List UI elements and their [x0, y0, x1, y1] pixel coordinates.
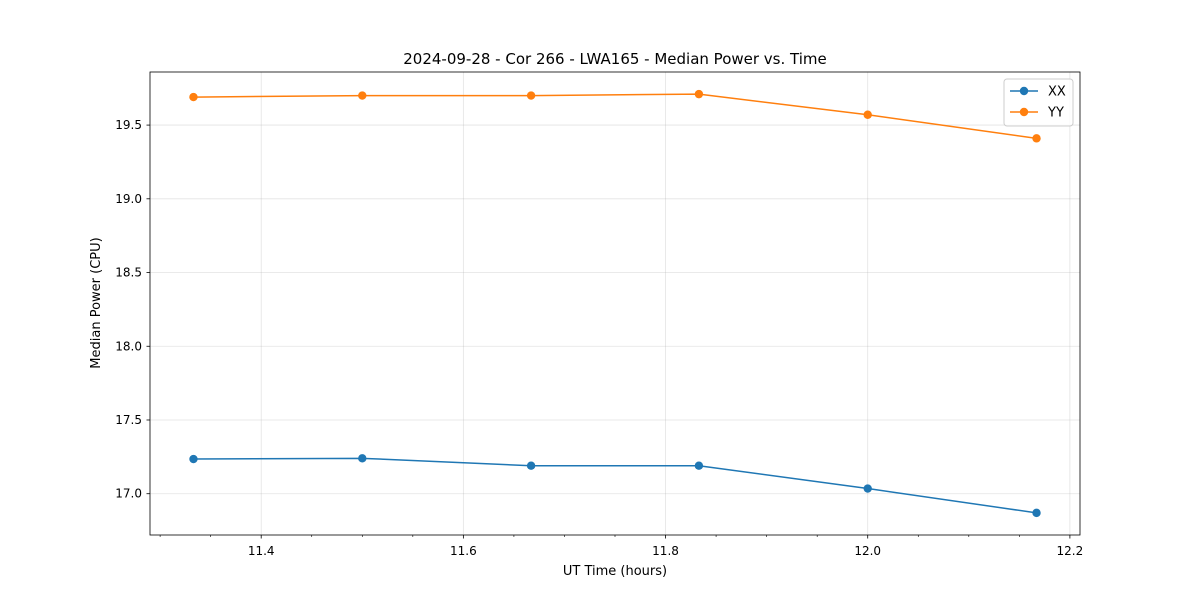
data-point-yy: [863, 110, 872, 119]
grid-lines: [150, 72, 1080, 535]
x-tick-label: 11.4: [248, 544, 275, 558]
data-point-yy: [358, 91, 367, 100]
y-tick-label: 19.5: [115, 118, 142, 132]
x-tick-label: 12.2: [1057, 544, 1084, 558]
data-point-yy: [189, 92, 198, 102]
legend: XX YY: [1003, 78, 1074, 127]
chart-title: 2024-09-28 - Cor 266 - LWA165 - Median P…: [403, 50, 827, 68]
legend-marker-yy: [1019, 107, 1029, 117]
legend-label-yy: YY: [1047, 106, 1064, 121]
y-tick-label: 19.0: [115, 192, 142, 206]
legend-label-xx: XX: [1048, 85, 1066, 100]
series-line-yy: [193, 93, 1037, 140]
series-line-xx: [193, 457, 1037, 514]
data-point-yy: [694, 89, 704, 99]
data-point-yy: [1032, 134, 1041, 143]
data-point-xx: [694, 461, 704, 470]
data-point-xx: [189, 454, 198, 464]
axis-ticks: 11.4 11.6 11.8 12.0 12.2 17.0 17.5 18.0 18.5 19.0…: [115, 118, 1083, 558]
data-point-xx: [358, 454, 367, 463]
y-axis-label: Median Power (CPU): [89, 237, 104, 368]
data-point-xx: [1032, 508, 1041, 518]
data-point-xx: [526, 461, 536, 470]
data-point-yy: [526, 91, 536, 100]
y-tick-label: 17.0: [115, 487, 142, 501]
x-tick-label: 12.0: [854, 544, 881, 558]
x-tick-label: 11.6: [450, 544, 477, 558]
y-tick-label: 18.5: [115, 266, 142, 280]
x-axis-label: UT Time (hours): [563, 564, 667, 579]
y-tick-label: 18.0: [115, 339, 142, 353]
data-series: [189, 89, 1041, 518]
legend-marker-xx: [1019, 86, 1029, 96]
y-tick-label: 17.5: [115, 413, 142, 427]
x-tick-label: 11.8: [652, 544, 679, 558]
data-point-xx: [863, 484, 872, 493]
